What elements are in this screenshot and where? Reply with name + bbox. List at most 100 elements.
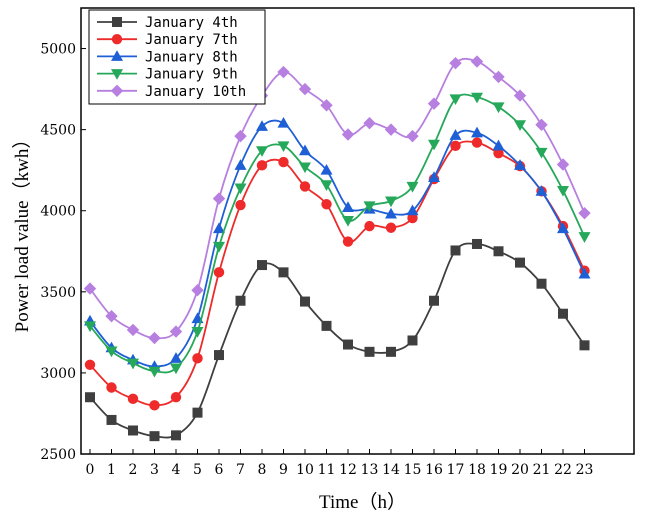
- data-point: [105, 346, 118, 358]
- data-point: [406, 181, 419, 193]
- data-point: [256, 160, 268, 171]
- data-point: [472, 238, 482, 249]
- data-point: [471, 92, 483, 104]
- data-point: [492, 70, 505, 84]
- data-point: [492, 139, 505, 151]
- legend-label: January 10th: [145, 84, 246, 100]
- data-point: [192, 353, 203, 364]
- series-2: [84, 137, 590, 411]
- x-tick-label: 11: [318, 462, 336, 478]
- data-point: [320, 180, 333, 191]
- data-point: [192, 407, 203, 418]
- data-point: [470, 55, 484, 68]
- data-point: [111, 69, 123, 80]
- data-point: [364, 346, 375, 357]
- data-point: [171, 430, 181, 441]
- x-tick-label: 20: [511, 462, 529, 478]
- data-point: [407, 212, 418, 224]
- x-tick-label: 3: [150, 462, 159, 478]
- data-point: [320, 163, 333, 175]
- data-point: [342, 215, 354, 227]
- data-point: [321, 199, 332, 210]
- data-point: [449, 129, 462, 140]
- data-point: [111, 34, 123, 45]
- data-point: [536, 278, 547, 289]
- data-point: [85, 392, 95, 403]
- y-tick-label: 4500: [40, 123, 76, 139]
- data-point: [364, 220, 375, 232]
- data-point: [557, 185, 569, 197]
- data-point: [342, 236, 354, 247]
- x-tick-label: 22: [554, 462, 572, 478]
- data-point: [256, 146, 268, 157]
- data-point: [83, 282, 97, 295]
- data-point: [214, 350, 224, 361]
- data-point: [535, 118, 548, 131]
- data-point: [299, 162, 311, 174]
- series-4: [84, 92, 591, 378]
- data-point: [363, 116, 376, 130]
- data-point: [579, 340, 590, 351]
- data-point: [149, 400, 160, 411]
- plot-frame: [80, 7, 635, 455]
- data-point: [106, 382, 117, 393]
- data-point: [450, 140, 461, 152]
- data-point: [170, 363, 182, 375]
- data-point: [492, 102, 505, 114]
- data-point: [170, 392, 182, 403]
- x-tick-label: 13: [361, 462, 379, 478]
- data-point: [321, 320, 332, 331]
- data-point: [84, 359, 96, 370]
- x-tick-label: 4: [172, 462, 181, 478]
- data-point: [298, 82, 312, 96]
- data-point: [169, 325, 183, 338]
- data-point: [515, 257, 525, 268]
- data-point: [278, 267, 289, 278]
- x-tick-label: 16: [425, 462, 443, 478]
- series-line: [89, 119, 586, 368]
- data-point: [428, 139, 440, 151]
- y-tick-label: 4000: [40, 204, 76, 220]
- data-point: [191, 327, 204, 338]
- data-point: [427, 97, 441, 110]
- data-point: [558, 308, 568, 319]
- data-point: [110, 84, 124, 97]
- data-point: [277, 141, 290, 153]
- data-point: [407, 335, 418, 346]
- data-point: [493, 147, 504, 159]
- data-point: [213, 222, 225, 234]
- x-tick-label: 7: [236, 462, 245, 478]
- data-point: [299, 144, 311, 156]
- legend-label: January 4th: [145, 15, 238, 31]
- x-tick-label: 17: [447, 462, 465, 478]
- x-tick-label: 18: [468, 462, 486, 478]
- data-point: [363, 201, 376, 213]
- data-point: [384, 123, 398, 136]
- data-point: [300, 296, 310, 307]
- data-point: [557, 222, 569, 234]
- data-point: [257, 260, 267, 271]
- x-tick-label: 1: [107, 462, 116, 478]
- data-point: [277, 65, 290, 79]
- data-point: [341, 128, 355, 141]
- legend-label: January 7th: [145, 32, 238, 48]
- data-point: [278, 156, 289, 168]
- data-point: [128, 425, 138, 436]
- data-point: [514, 159, 526, 170]
- x-tick-label: 19: [490, 462, 508, 478]
- data-point: [234, 129, 247, 143]
- legend-label: January 8th: [145, 49, 238, 65]
- data-point: [343, 339, 353, 350]
- y-tick-label: 5000: [40, 42, 76, 58]
- data-point: [428, 171, 440, 182]
- data-point: [385, 207, 397, 219]
- data-point: [105, 309, 118, 323]
- x-tick-label: 5: [193, 462, 202, 478]
- data-point: [111, 50, 123, 61]
- x-tick-label: 12: [339, 462, 357, 478]
- data-point: [149, 431, 160, 442]
- data-point: [449, 94, 462, 106]
- data-point: [84, 321, 96, 333]
- data-point: [320, 99, 333, 112]
